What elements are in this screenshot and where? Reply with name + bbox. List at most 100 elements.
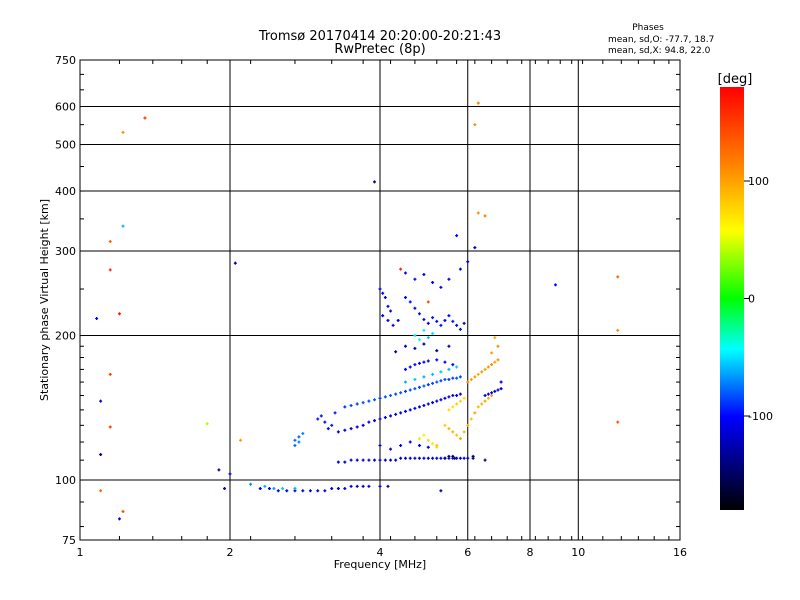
y-tick-label: 300 [55,245,76,258]
data-point [383,395,387,399]
data-point [439,370,443,374]
data-point [381,314,385,318]
data-point [99,399,103,403]
data-point [333,411,337,415]
data-point [499,380,503,384]
data-point [378,484,382,488]
data-point [496,358,500,362]
data-point [349,484,353,488]
data-point [417,437,421,441]
data-point [616,420,620,424]
data-point [373,419,377,423]
data-point [422,342,426,346]
x-tick-label: 2 [227,546,234,559]
data-point [417,312,421,316]
data-point [451,454,455,458]
data-point [462,456,466,460]
data-point [399,456,403,460]
data-point [469,417,473,421]
y-axis-ticks: 75 100 200 300 400 500 600 750 [55,54,76,547]
data-point [217,468,221,472]
data-point [281,487,285,491]
data-point [443,456,447,460]
data-point [443,360,447,364]
data-point [117,517,121,521]
data-point [336,460,340,464]
data-point [422,317,426,321]
x-tick-label: 4 [377,546,384,559]
data-point [343,460,347,464]
data-point [293,438,297,442]
data-point [386,484,390,488]
data-point [431,401,435,405]
data-point [367,484,371,488]
data-point [458,267,462,271]
data-point [355,484,359,488]
data-point [455,365,459,369]
data-point [117,312,121,316]
data-point [447,454,451,458]
data-point [108,240,112,244]
data-point [426,445,430,449]
data-point [293,444,297,448]
data-point [462,321,466,325]
data-point [483,458,487,462]
data-point [336,430,340,434]
data-point [308,489,312,493]
data-point [394,350,398,354]
chart-title: Tromsø 20170414 20:20:00-20:21:43 [258,29,501,44]
y-tick-label: 600 [55,101,76,114]
data-point [431,381,435,385]
data-point [466,260,470,264]
phase-o-stats: mean, sd,O: -77.7, 18.7 [608,35,714,45]
y-tick-label: 75 [62,534,76,547]
data-point [422,360,426,364]
y-axis-label: Stationary phase Virtual Height [km] [38,199,51,401]
data-point [422,456,426,460]
data-point [476,405,480,409]
data-point [394,458,398,462]
data-point [297,435,301,439]
colorbar-tick-label: -100 [748,410,773,423]
data-point [499,387,503,391]
data-point [378,396,382,400]
data-point [447,395,451,399]
data-point [99,453,103,457]
phase-x-stats: mean, sd,X: 94.8, 22.0 [608,46,711,56]
data-point [386,304,390,308]
data-point [239,438,243,442]
data-point [447,427,451,431]
data-point [417,444,421,448]
data-point [355,425,359,429]
data-point [486,396,490,400]
data-point [455,376,459,380]
data-point [276,489,280,493]
data-point [451,405,455,409]
data-point [413,456,417,460]
data-point [326,427,330,431]
data-point [323,420,327,424]
data-point [403,367,407,371]
data-point [408,365,412,369]
data-point [417,385,421,389]
data-point [99,489,103,493]
x-tick-label: 16 [673,546,687,559]
data-point [431,316,435,320]
data-point [466,380,470,384]
data-point [108,425,112,429]
data-point [493,389,497,393]
data-point [471,456,475,460]
data-point [426,438,430,442]
data-point [458,392,462,396]
phases-label: Phases [632,23,664,33]
data-point [378,458,382,462]
data-point [343,405,347,409]
data-point [435,380,439,384]
data-point [389,458,393,462]
data-point [422,433,426,437]
data-point [389,394,393,398]
data-point [396,318,400,322]
data-point [473,375,477,379]
data-point [373,180,377,184]
data-point [553,283,557,287]
